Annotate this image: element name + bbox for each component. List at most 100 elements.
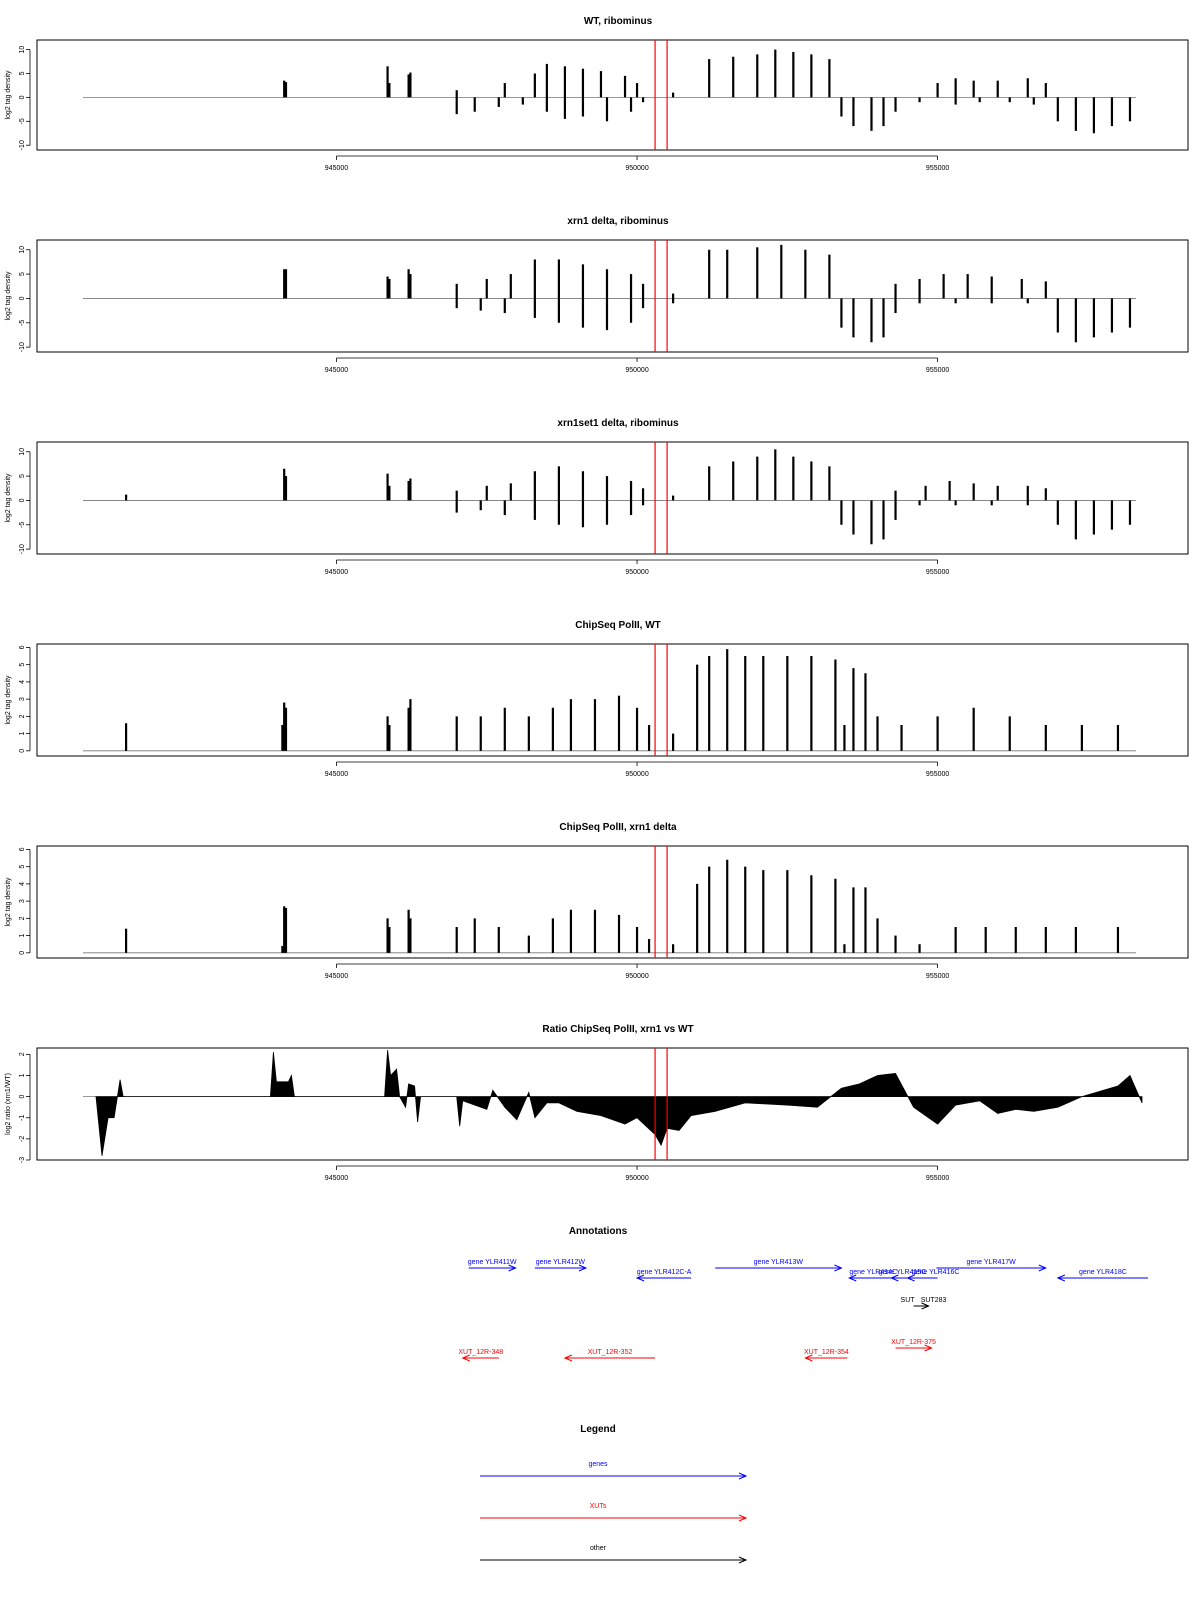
feature-arrowhead — [906, 1274, 915, 1282]
y-tick-label: 10 — [19, 246, 26, 254]
chart-title: ChipSeq PolII, WT — [575, 620, 661, 631]
legend: Legend genes XUTs other — [480, 1424, 748, 1564]
x-tick-label: 945000 — [325, 1175, 348, 1182]
x-tick-label: 955000 — [926, 973, 949, 980]
legend-arrowhead — [738, 1556, 748, 1564]
chart-title: ChipSeq PolII, xrn1 delta — [559, 822, 677, 833]
feature-arrowhead — [508, 1264, 517, 1272]
y-axis-label: log2 tag density — [5, 271, 12, 321]
y-tick-label: 5 — [19, 865, 26, 869]
x-tick-label: 945000 — [325, 165, 348, 172]
feature-arrowhead — [804, 1354, 813, 1362]
legend-arrowhead — [738, 1514, 748, 1522]
y-tick-label: 5 — [19, 663, 26, 667]
chart-panel: WT, ribominus 10 5 0 -5 -10 log2 tag density 94… — [5, 16, 1189, 172]
x-tick-label: 945000 — [325, 771, 348, 778]
y-tick-label: 6 — [19, 645, 26, 649]
legend-title: Legend — [580, 1424, 616, 1435]
feature-label: gene YLR417W — [966, 1259, 1016, 1266]
y-tick-label: 0 — [19, 1095, 26, 1099]
plot-frame — [36, 39, 1189, 151]
plot-frame — [36, 643, 1189, 757]
y-tick-label: -5 — [19, 118, 26, 124]
feature-arrowhead — [1038, 1264, 1048, 1272]
feature-label: XUT_12R-348 — [458, 1349, 503, 1356]
x-tick-label: 950000 — [625, 973, 648, 980]
ratio-area — [95, 1050, 1143, 1156]
y-tick-label: 1 — [19, 934, 26, 938]
y-tick-label: 1 — [19, 1073, 26, 1077]
plot-frame — [36, 845, 1189, 959]
chart-panel: ChipSeq PolII, xrn1 delta 6 5 4 3 2 1 0 log2 tag… — [5, 822, 1189, 980]
legend-label: other — [590, 1545, 607, 1552]
plot-frame — [36, 1047, 1189, 1161]
x-tick-label: 945000 — [325, 569, 348, 576]
x-tick-label: 955000 — [926, 771, 949, 778]
feature-label: SUT283 — [921, 1297, 947, 1304]
y-tick-label: -10 — [19, 342, 26, 352]
chart-title: Ratio ChipSeq PolII, xrn1 vs WT — [542, 1024, 693, 1035]
y-tick-label: 2 — [19, 1052, 26, 1056]
y-tick-label: -3 — [19, 1157, 26, 1163]
feature-label: gene YLR418C — [1079, 1269, 1127, 1276]
chart-panel: xrn1set1 delta, ribominus 10 5 0 -5 -10 log2 t… — [5, 418, 1189, 576]
y-tick-label: 0 — [19, 498, 26, 502]
x-tick-label: 955000 — [926, 569, 949, 576]
feature-label: gene YLR412W — [536, 1259, 586, 1266]
chart-panel: Ratio ChipSeq PolII, xrn1 vs WT 2 1 0 -1 -2 -3… — [5, 1024, 1189, 1182]
x-tick-label: 955000 — [926, 165, 949, 172]
y-tick-label: -5 — [19, 320, 26, 326]
y-tick-label: 6 — [19, 847, 26, 851]
y-tick-label: 0 — [19, 749, 26, 753]
chart-panel: xrn1 delta, ribominus 10 5 0 -5 -10 log2 tag d… — [5, 216, 1189, 374]
y-axis-label: log2 tag density — [5, 675, 12, 725]
y-tick-label: 10 — [19, 448, 26, 456]
feature-arrowhead — [921, 1302, 930, 1310]
feature-arrowhead — [890, 1274, 899, 1282]
legend-label: genes — [588, 1461, 608, 1468]
y-tick-label: -1 — [19, 1115, 26, 1121]
chart-panel: ChipSeq PolII, WT 6 5 4 3 2 1 0 log2 tag density… — [5, 620, 1189, 778]
y-tick-label: 2 — [19, 714, 26, 718]
y-tick-label: 10 — [19, 46, 26, 54]
chart-title: xrn1set1 delta, ribominus — [557, 418, 679, 429]
x-tick-label: 950000 — [625, 771, 648, 778]
y-tick-label: -10 — [19, 544, 26, 554]
y-axis-label: log2 ratio (xrn1/WT) — [5, 1073, 12, 1135]
legend-label: XUTs — [590, 1503, 607, 1510]
annotation-track: Annotations gene YLR411W gene YLR412W gene … — [458, 1226, 1148, 1362]
y-tick-label: 4 — [19, 680, 26, 684]
x-tick-label: 945000 — [325, 367, 348, 374]
y-tick-label: -10 — [19, 140, 26, 150]
feature-label: gene YLR416C — [912, 1269, 960, 1276]
annotation-title: Annotations — [569, 1226, 628, 1237]
x-tick-label: 950000 — [625, 1175, 648, 1182]
feature-arrowhead — [461, 1354, 470, 1362]
y-tick-label: -2 — [19, 1136, 26, 1142]
feature-arrowhead — [847, 1274, 857, 1282]
legend-arrowhead — [738, 1472, 748, 1480]
x-tick-label: 950000 — [625, 569, 648, 576]
feature-label: gene YLR411W — [468, 1259, 517, 1266]
y-axis-label: log2 tag density — [5, 877, 12, 927]
y-tick-label: 5 — [19, 474, 26, 478]
y-tick-label: 5 — [19, 272, 26, 276]
plot-frame — [36, 441, 1189, 555]
y-tick-label: 2 — [19, 916, 26, 920]
feature-label: XUT_12R-375 — [891, 1339, 936, 1346]
feature-arrowhead — [1056, 1274, 1066, 1282]
y-tick-label: 0 — [19, 951, 26, 955]
feature-arrowhead — [563, 1354, 573, 1362]
feature-label: gene YLR413W — [754, 1259, 804, 1266]
feature-label: XUT_12R-354 — [804, 1349, 849, 1356]
feature-label: gene YLR414C — [849, 1269, 897, 1276]
y-tick-label: 0 — [19, 296, 26, 300]
chart-title: WT, ribominus — [584, 16, 653, 27]
y-tick-label: 0 — [19, 95, 26, 99]
feature-arrowhead — [924, 1344, 933, 1352]
feature-arrowhead — [834, 1264, 843, 1272]
y-tick-label: 3 — [19, 697, 26, 701]
feature-arrowhead — [635, 1274, 645, 1282]
feature-label: gene YLR412C-A — [637, 1269, 692, 1276]
